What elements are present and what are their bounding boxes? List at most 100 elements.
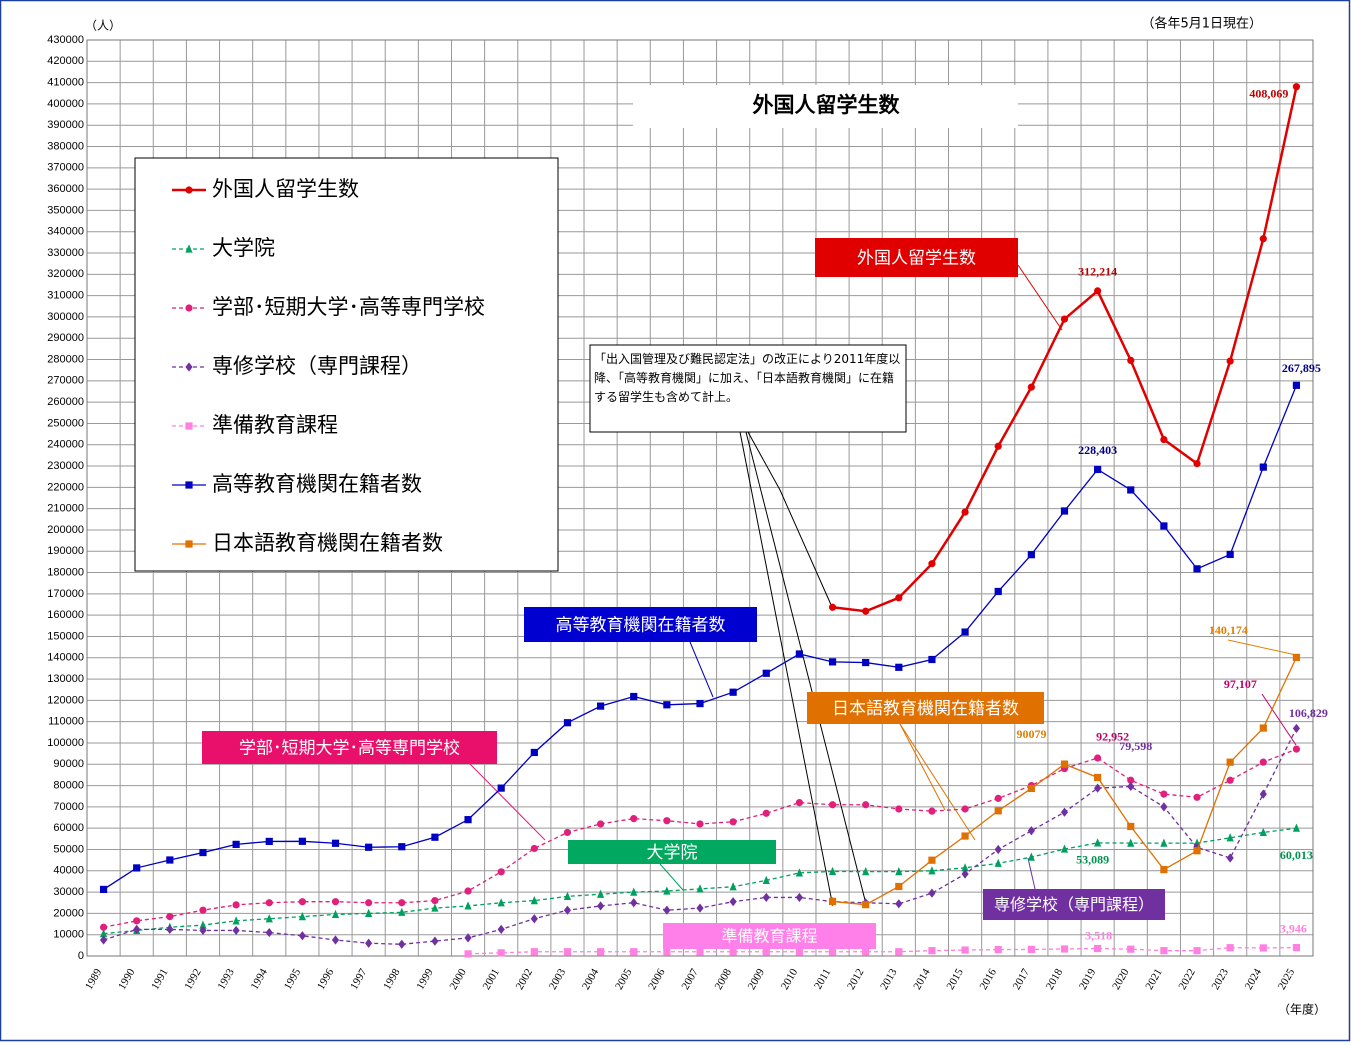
marker: [185, 540, 193, 548]
marker: [630, 692, 638, 701]
y-tick-label: 170000: [47, 588, 84, 600]
marker: [1193, 793, 1201, 801]
marker: [185, 481, 193, 489]
marker: [596, 702, 605, 710]
value-label: 140,174: [1209, 623, 1248, 637]
marker: [365, 908, 373, 917]
y-unit: （人）: [85, 19, 121, 33]
marker: [185, 304, 193, 312]
marker: [398, 899, 406, 907]
marker: [265, 899, 273, 907]
marker: [185, 422, 193, 430]
value-label: 228,403: [1078, 443, 1117, 457]
title-box: [633, 85, 1018, 128]
series-callout-box: [663, 923, 876, 949]
marker: [630, 898, 638, 908]
y-tick-label: 120000: [47, 694, 84, 706]
marker: [994, 807, 1002, 815]
marker: [1094, 944, 1102, 953]
value-label: 92,952: [1096, 730, 1129, 744]
series-callout-box: [524, 607, 757, 642]
marker: [795, 650, 804, 658]
series-callout-label: 高等教育機関在籍者数: [556, 616, 726, 636]
marker: [961, 508, 969, 516]
marker: [1160, 838, 1168, 847]
marker: [464, 933, 472, 943]
marker: [630, 815, 638, 823]
marker: [994, 442, 1002, 450]
marker: [895, 948, 903, 956]
marker: [630, 887, 638, 896]
marker: [1160, 947, 1168, 955]
value-label: 3,946: [1280, 921, 1307, 935]
y-tick-label: 10000: [53, 929, 84, 941]
marker: [99, 923, 108, 931]
marker: [1259, 758, 1267, 766]
marker: [232, 901, 240, 909]
marker: [862, 901, 870, 909]
marker: [497, 949, 505, 957]
y-tick-label: 270000: [47, 375, 84, 387]
marker: [1160, 802, 1168, 812]
marker: [663, 886, 671, 895]
y-tick-label: 190000: [47, 545, 84, 557]
marker: [464, 950, 472, 958]
marker: [365, 938, 373, 948]
marker: [1259, 235, 1267, 243]
y-tick-label: 390000: [47, 119, 84, 131]
marker: [729, 688, 737, 696]
value-label: 267,895: [1282, 361, 1321, 375]
y-tick-label: 260000: [47, 396, 84, 408]
marker: [663, 905, 671, 915]
marker: [1027, 551, 1035, 559]
marker: [928, 866, 936, 875]
y-tick-label: 90000: [53, 758, 84, 770]
marker: [928, 560, 936, 568]
marker: [298, 911, 306, 921]
marker: [199, 925, 207, 936]
marker: [331, 839, 340, 847]
marker: [1094, 754, 1102, 762]
y-tick-label: 360000: [47, 183, 84, 195]
marker: [99, 885, 108, 894]
marker: [663, 817, 671, 825]
marker: [1193, 947, 1201, 955]
marker: [1094, 287, 1102, 295]
marker: [1259, 463, 1267, 471]
y-tick-label: 300000: [47, 311, 84, 323]
marker: [928, 856, 936, 864]
marker: [1027, 852, 1035, 861]
marker: [1226, 944, 1234, 952]
marker: [185, 186, 193, 194]
note-box: [589, 344, 907, 433]
marker: [729, 897, 737, 907]
series-callout-label: 外国人留学生数: [857, 249, 976, 269]
marker: [133, 864, 141, 872]
marker: [1226, 853, 1234, 863]
y-tick-label: 280000: [47, 353, 84, 365]
marker: [828, 948, 837, 956]
marker: [928, 655, 936, 664]
marker: [331, 898, 340, 906]
marker: [99, 935, 108, 945]
marker: [497, 784, 505, 792]
series-callout-label: 専修学校（専門課程）: [994, 895, 1154, 914]
marker: [1127, 838, 1135, 847]
legend-label: 高等教育機関在籍者数: [212, 472, 422, 496]
marker: [331, 935, 340, 945]
marker: [331, 909, 340, 919]
value-label: 97,107: [1224, 677, 1257, 691]
marker: [895, 663, 903, 671]
marker: [497, 868, 505, 876]
marker: [1060, 844, 1069, 853]
marker: [795, 868, 804, 877]
marker: [199, 920, 207, 929]
marker: [895, 899, 903, 909]
marker: [762, 809, 770, 817]
y-tick-label: 230000: [47, 460, 84, 472]
marker: [1060, 760, 1069, 768]
marker: [1226, 550, 1234, 559]
marker: [464, 887, 472, 895]
marker: [398, 843, 406, 851]
marker: [398, 907, 406, 916]
